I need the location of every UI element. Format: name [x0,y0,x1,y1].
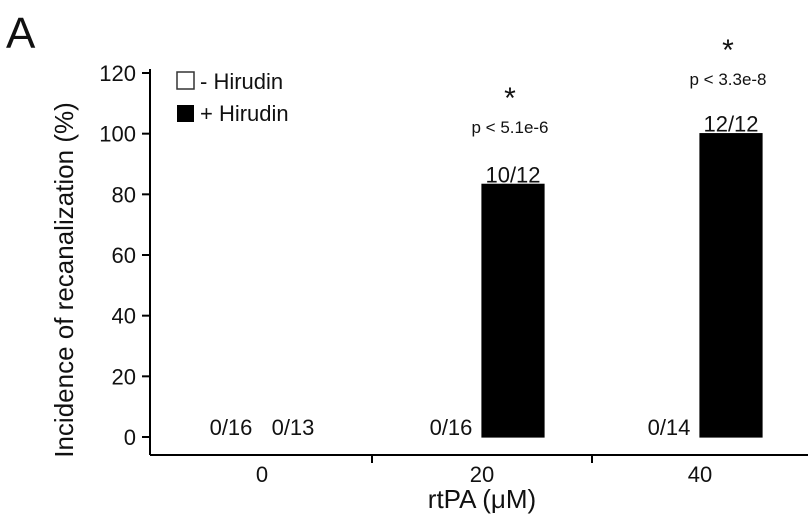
x-axis-title: rtPA (μM) [428,484,536,514]
x-tick-label: 0 [256,462,268,487]
legend: - Hirudin + Hirudin [176,69,289,126]
bar-count-label: 0/13 [272,415,315,440]
y-tick-label: 100 [99,122,136,147]
y-axis: 0 20 40 60 80 100 120 [99,61,151,455]
y-tick-label: 80 [112,182,136,207]
legend-label-plus-hirudin: + Hirudin [200,101,289,126]
bar-count-label: 0/16 [210,415,253,440]
bar-count-label: 0/16 [430,415,473,440]
bar-count-label: 0/14 [648,415,691,440]
bar-series [481,133,763,438]
y-tick-label: 40 [112,304,136,329]
y-tick-label: 120 [99,61,136,86]
significance-star: * [722,34,734,67]
p-value-label: p < 3.3e-8 [689,70,766,89]
significance-star: * [504,82,516,115]
legend-swatch-plus-hirudin [177,105,194,122]
x-tick-label: 20 [470,462,494,487]
y-tick-label: 20 [112,364,136,389]
x-axis: 0 20 40 [150,454,808,487]
bar-count-label: 10/12 [485,162,540,187]
p-value-label: p < 5.1e-6 [471,118,548,137]
bar-count-label: 12/12 [703,112,758,137]
legend-swatch-minus-hirudin [176,71,195,90]
x-tick-label: 40 [688,462,712,487]
bar-plus-hirudin [699,133,763,438]
y-tick-label: 0 [124,425,136,450]
legend-label-minus-hirudin: - Hirudin [200,69,283,94]
bar-labels: 0/16 0/16 0/14 0/13 10/12 12/12 [210,112,759,440]
bar-plus-hirudin [481,183,545,438]
panel-label: A [6,9,36,58]
y-axis-title: Incidence of recanalization (%) [49,102,79,458]
significance-annotations: * p < 5.1e-6 * p < 3.3e-8 [471,34,766,137]
y-tick-label: 60 [112,243,136,268]
